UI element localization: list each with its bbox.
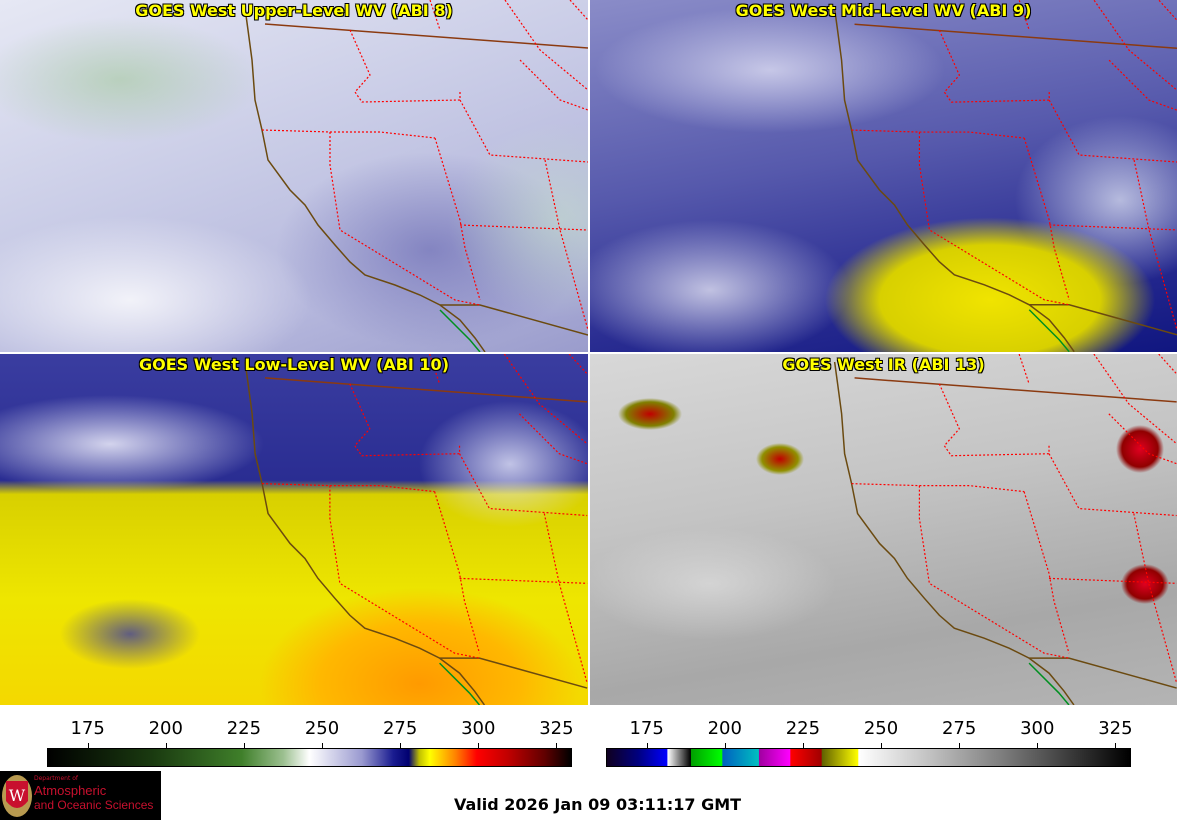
colorbar-tick-label: 200 bbox=[707, 718, 742, 739]
panel-title: GOES West IR (ABI 13) bbox=[782, 355, 985, 374]
map-overlay bbox=[244, 0, 588, 352]
colorbar-tick bbox=[478, 743, 480, 748]
logo-line-3: and Oceanic Sciences bbox=[34, 798, 154, 812]
colorbar-tick bbox=[1037, 743, 1039, 748]
svg-text:W: W bbox=[9, 786, 26, 805]
colorbar-tick bbox=[881, 743, 882, 748]
map-overlay bbox=[244, 354, 588, 705]
colorbar-tick-label: 275 bbox=[941, 718, 977, 739]
colorbar-tick bbox=[400, 743, 402, 748]
colorbar-tick bbox=[556, 743, 558, 748]
panel-mid-level-wv: GOES West Mid-Level WV (ABI 9) bbox=[590, 0, 1177, 352]
colorbar-tick-label: 225 bbox=[226, 718, 262, 739]
colorbar-tick-label: 300 bbox=[1020, 718, 1055, 739]
aos-logo: W Department of Atmospheric and Oceanic … bbox=[0, 771, 161, 820]
valid-time: Valid 2026 Jan 09 03:11:17 GMT bbox=[454, 795, 742, 814]
panel-title: GOES West Low-Level WV (ABI 10) bbox=[138, 355, 449, 374]
colorbar-tick bbox=[1115, 743, 1117, 748]
colorbar-tick-label: 275 bbox=[382, 718, 418, 739]
uw-crest-icon: W bbox=[2, 775, 32, 817]
colorbar-tick-label: 175 bbox=[70, 718, 105, 739]
colorbar-tick-label: 225 bbox=[785, 718, 821, 739]
panel-title: GOES West Upper-Level WV (ABI 8) bbox=[135, 1, 453, 20]
panel-ir: GOES West IR (ABI 13) bbox=[590, 354, 1177, 705]
colorbar-tick-label: 250 bbox=[304, 718, 340, 739]
colorbar-water-vapor bbox=[47, 748, 572, 767]
colorbar-tick-label: 200 bbox=[148, 718, 183, 739]
colorbar-tick-label: 300 bbox=[461, 718, 496, 739]
colorbar-tick-label: 250 bbox=[863, 718, 899, 739]
colorbar-tick bbox=[87, 743, 89, 748]
colorbar-tick bbox=[646, 743, 648, 748]
colorbar-tick-label: 325 bbox=[539, 718, 574, 739]
map-overlay bbox=[833, 354, 1177, 705]
colorbar-infrared bbox=[606, 748, 1131, 767]
logo-line-2: Atmospheric bbox=[34, 783, 107, 798]
colorbar-tick-label: 175 bbox=[629, 718, 664, 739]
colorbar-tick bbox=[322, 743, 323, 748]
colorbar-tick bbox=[802, 743, 804, 748]
colorbar-tick bbox=[243, 743, 245, 748]
panel-low-level-wv: GOES West Low-Level WV (ABI 10) bbox=[0, 354, 588, 705]
colorbar-tick bbox=[959, 743, 961, 748]
panel-title: GOES West Mid-Level WV (ABI 9) bbox=[735, 1, 1032, 20]
colorbar-tick bbox=[165, 743, 167, 748]
map-overlay bbox=[833, 0, 1177, 352]
logo-line-1: Department of bbox=[34, 775, 78, 782]
panel-upper-level-wv: GOES West Upper-Level WV (ABI 8) bbox=[0, 0, 588, 352]
colorbar-tick-label: 325 bbox=[1098, 718, 1133, 739]
colorbar-tick bbox=[724, 743, 726, 748]
